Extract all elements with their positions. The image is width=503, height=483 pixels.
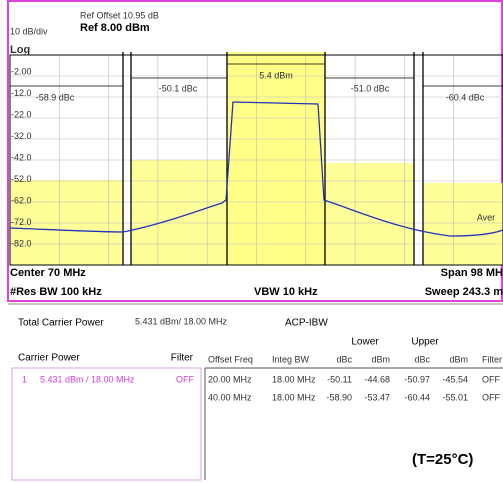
y-label: -42.0 xyxy=(11,152,32,162)
y-label: -12.0 xyxy=(11,88,32,98)
y-label: -62.0 xyxy=(11,195,32,205)
column-header: dBm xyxy=(449,354,468,364)
mode: ACP-IBW xyxy=(285,318,328,329)
y-label: -72.0 xyxy=(11,217,32,227)
annotation: -60.4 dBc xyxy=(446,92,485,102)
sweep: Sweep 243.3 m xyxy=(425,286,503,298)
column-header: Offset Freq xyxy=(208,354,253,364)
annotation: 5.4 dBm xyxy=(259,70,293,80)
filter-label: Filter xyxy=(171,353,194,364)
group: Upper xyxy=(411,337,439,348)
vbw: VBW 10 kHz xyxy=(254,286,318,298)
annotation: -51.0 dBc xyxy=(351,83,390,93)
carrier-cell: 1 xyxy=(22,374,27,384)
y-label: -32.0 xyxy=(11,131,32,141)
total-label: Total Carrier Power xyxy=(18,318,104,329)
grid xyxy=(10,55,503,265)
group: Lower xyxy=(351,337,379,348)
cell: -50.11 xyxy=(327,374,352,384)
y-label: -22.0 xyxy=(11,109,32,119)
column-header: dBc xyxy=(336,354,352,364)
ref-level: Ref 8.00 dBm xyxy=(80,22,150,34)
total-value: 5.431 dBm/ 18.00 MHz xyxy=(135,316,228,326)
trace xyxy=(9,101,503,237)
cell: OFF xyxy=(482,392,500,402)
y-label: -2.00 xyxy=(11,66,32,76)
carrier-cell: 5.431 dBm / 18.00 MHz xyxy=(40,374,135,384)
column-header: dBm xyxy=(371,354,390,364)
cell: -53.47 xyxy=(364,392,390,402)
span: Span 98 MH xyxy=(441,267,503,279)
scale: 10 dB/div xyxy=(10,26,48,36)
log: Log xyxy=(10,44,30,56)
annotation: -50.1 dBc xyxy=(159,83,198,93)
bands xyxy=(10,52,503,265)
graph-frame xyxy=(7,0,503,302)
cell: -58.90 xyxy=(326,392,352,402)
cell: -45.54 xyxy=(442,374,468,384)
column-header: Integ BW xyxy=(272,354,310,364)
carrier-box xyxy=(11,367,202,481)
cell: OFF xyxy=(482,374,500,384)
annotation: Aver xyxy=(477,212,495,222)
cell: -44.68 xyxy=(364,374,390,384)
column-header: Filter xyxy=(482,354,502,364)
cell: 18.00 MHz xyxy=(272,374,316,384)
y-label: -82.0 xyxy=(11,238,32,248)
cell: -60.44 xyxy=(404,392,430,402)
res-bw: #Res BW 100 kHz xyxy=(10,286,102,298)
column-header: dBc xyxy=(414,354,430,364)
cell: 20.00 MHz xyxy=(208,374,252,384)
y-label: -52.0 xyxy=(11,174,32,184)
cell: 18.00 MHz xyxy=(272,392,316,402)
carrier-cell: OFF xyxy=(176,374,194,384)
channel-edges xyxy=(10,52,503,265)
annotation: -58.9 dBc xyxy=(36,92,75,102)
ref-offset: Ref Offset 10.95 dB xyxy=(80,10,159,20)
cell: -50.97 xyxy=(404,374,430,384)
cell: 40.00 MHz xyxy=(208,392,252,402)
plot-border xyxy=(9,54,503,266)
carrier-label: Carrier Power xyxy=(18,353,80,364)
cell: -55.01 xyxy=(442,392,468,402)
note: (T=25°C) xyxy=(412,451,473,468)
center: Center 70 MHz xyxy=(10,267,86,279)
